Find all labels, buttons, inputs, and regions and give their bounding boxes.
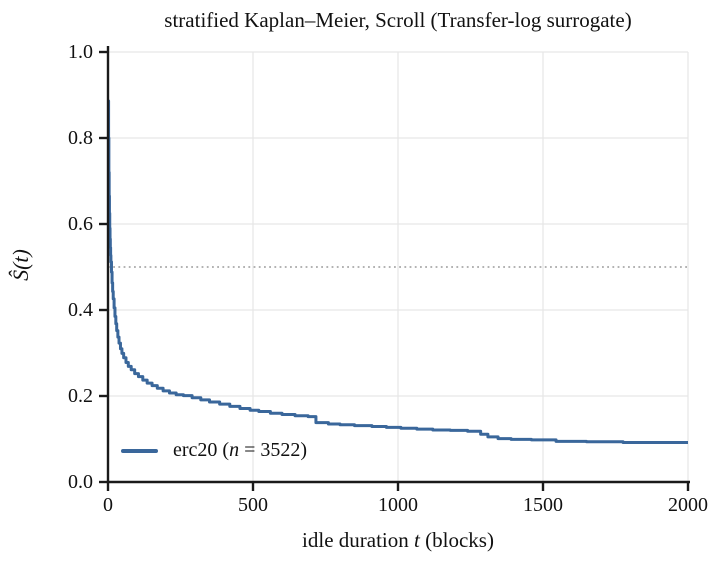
y-tick-label: 0.0 [68, 471, 93, 493]
legend-label-suffix: = 3522) [239, 439, 308, 461]
y-tick-label: 0.6 [68, 213, 93, 235]
legend-label-variable: n [229, 439, 240, 461]
y-tick-label: 0.4 [68, 299, 93, 321]
x-tick-label: 2000 [668, 494, 708, 516]
x-tick-label: 500 [238, 494, 268, 516]
x-tick-label: 0 [103, 494, 113, 516]
legend: erc20 (n = 3522) [121, 439, 307, 462]
x-axis-label-suffix: (blocks) [419, 528, 494, 552]
x-tick-label: 1500 [523, 494, 563, 516]
legend-line-swatch [121, 448, 158, 453]
y-tick-label: 0.8 [68, 127, 93, 149]
x-axis-label: idle duration t (blocks) [108, 528, 688, 553]
y-tick-label: 1.0 [68, 41, 93, 63]
x-axis-label-variable: t [414, 528, 420, 552]
chart-title: stratified Kaplan–Meier, Scroll (Transfe… [164, 8, 632, 32]
legend-label: erc20 (n = 3522) [173, 439, 307, 462]
legend-label-prefix: erc20 ( [173, 439, 230, 461]
x-axis-label-prefix: idle duration [302, 528, 415, 552]
survival-curve-erc20 [107, 99, 688, 444]
x-tick-label: 1000 [378, 494, 418, 516]
y-tick-label: 0.2 [68, 385, 93, 407]
